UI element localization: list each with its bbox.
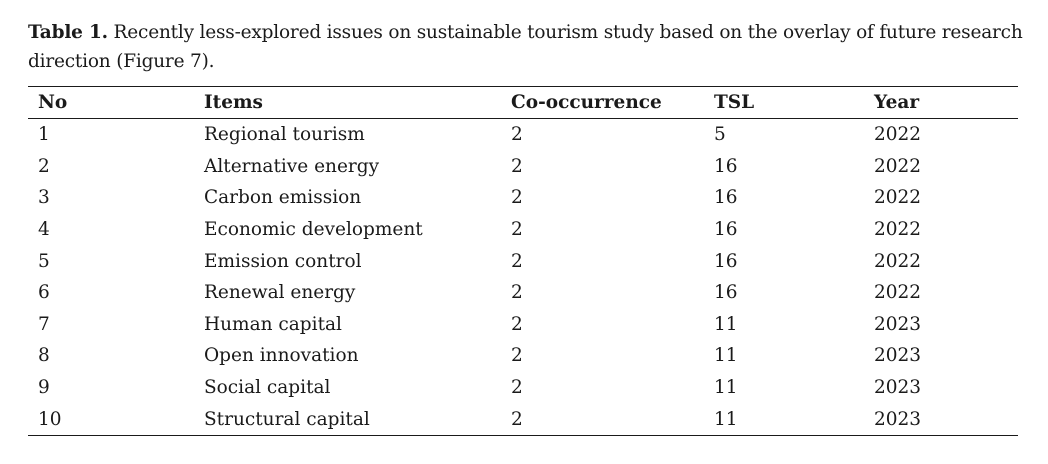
table-caption: Table 1. Recently less-explored issues o… — [28, 18, 1028, 76]
data-table: No Items Co-occurrence TSL Year 1 Regiona… — [28, 86, 1018, 436]
table-row: 7 Human capital 2 11 2023 — [28, 309, 1018, 341]
cell-year: 2023 — [874, 377, 922, 399]
caption-text: Recently less-explored issues on sustain… — [28, 22, 1023, 72]
cell-co-occurrence: 2 — [511, 345, 523, 367]
cell-year: 2022 — [874, 124, 922, 146]
cell-co-occurrence: 2 — [511, 187, 523, 209]
caption-label: Table 1. — [28, 22, 108, 43]
table-row: 9 Social capital 2 11 2023 — [28, 372, 1018, 404]
cell-co-occurrence: 2 — [511, 377, 523, 399]
cell-tsl: 11 — [714, 408, 738, 430]
cell-co-occurrence: 2 — [511, 124, 523, 146]
table-row: 2 Alternative energy 2 16 2022 — [28, 151, 1018, 183]
cell-item: Human capital — [204, 313, 342, 335]
cell-no: 6 — [38, 282, 50, 304]
header-items: Items — [204, 92, 263, 113]
cell-co-occurrence: 2 — [511, 313, 523, 335]
header-co-occurrence: Co-occurrence — [511, 92, 662, 113]
cell-no: 1 — [38, 124, 50, 146]
cell-tsl: 11 — [714, 377, 738, 399]
cell-tsl: 16 — [714, 250, 738, 272]
header-row: No Items Co-occurrence TSL Year — [28, 86, 1018, 119]
cell-tsl: 16 — [714, 187, 738, 209]
cell-no: 10 — [38, 408, 62, 430]
cell-tsl: 16 — [714, 282, 738, 304]
header-tsl: TSL — [714, 92, 755, 113]
cell-year: 2022 — [874, 219, 922, 241]
cell-item: Economic development — [204, 219, 423, 241]
table-row: 6 Renewal energy 2 16 2022 — [28, 277, 1018, 309]
cell-no: 8 — [38, 345, 50, 367]
cell-co-occurrence: 2 — [511, 219, 523, 241]
cell-tsl: 16 — [714, 155, 738, 177]
cell-year: 2022 — [874, 282, 922, 304]
table-body: 1 Regional tourism 2 5 2022 2 Alternative ener… — [28, 119, 1018, 436]
cell-item: Emission control — [204, 250, 362, 272]
cell-item: Open innovation — [204, 345, 359, 367]
cell-co-occurrence: 2 — [511, 155, 523, 177]
header-no: No — [38, 92, 68, 113]
table-row: 10 Structural capital 2 11 2023 — [28, 403, 1018, 436]
cell-tsl: 11 — [714, 345, 738, 367]
table-header: No Items Co-occurrence TSL Year — [28, 86, 1018, 119]
table-row: 3 Carbon emission 2 16 2022 — [28, 182, 1018, 214]
cell-year: 2022 — [874, 250, 922, 272]
cell-tsl: 11 — [714, 313, 738, 335]
cell-item: Social capital — [204, 377, 331, 399]
cell-co-occurrence: 2 — [511, 282, 523, 304]
cell-no: 4 — [38, 219, 50, 241]
cell-tsl: 16 — [714, 219, 738, 241]
table-row: 4 Economic development 2 16 2022 — [28, 214, 1018, 246]
cell-year: 2023 — [874, 313, 922, 335]
cell-year: 2023 — [874, 345, 922, 367]
table-row: 5 Emission control 2 16 2022 — [28, 245, 1018, 277]
cell-year: 2022 — [874, 155, 922, 177]
cell-item: Structural capital — [204, 408, 370, 430]
cell-no: 5 — [38, 250, 50, 272]
cell-tsl: 5 — [714, 124, 726, 146]
cell-no: 2 — [38, 155, 50, 177]
cell-item: Carbon emission — [204, 187, 362, 209]
table-row: 1 Regional tourism 2 5 2022 — [28, 119, 1018, 151]
cell-item: Renewal energy — [204, 282, 356, 304]
cell-year: 2022 — [874, 187, 922, 209]
cell-co-occurrence: 2 — [511, 250, 523, 272]
cell-no: 3 — [38, 187, 50, 209]
header-year: Year — [874, 92, 920, 113]
cell-no: 7 — [38, 313, 50, 335]
cell-co-occurrence: 2 — [511, 408, 523, 430]
cell-item: Regional tourism — [204, 124, 365, 146]
cell-no: 9 — [38, 377, 50, 399]
cell-item: Alternative energy — [204, 155, 380, 177]
table-row: 8 Open innovation 2 11 2023 — [28, 340, 1018, 372]
cell-year: 2023 — [874, 408, 922, 430]
